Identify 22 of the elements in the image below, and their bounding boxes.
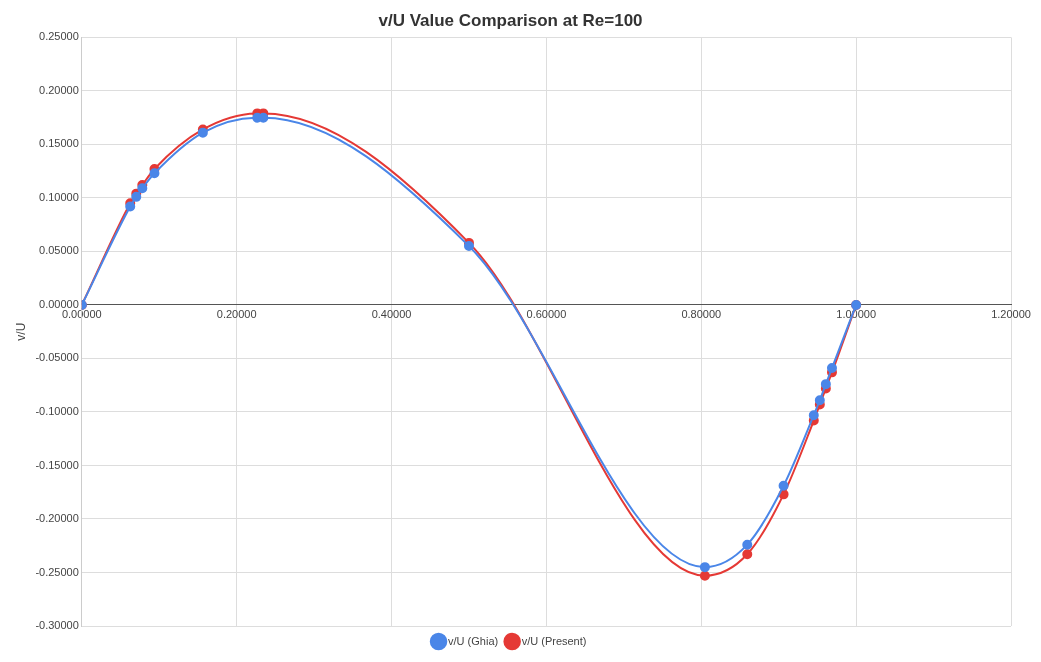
chart-title: v/U Value Comparison at Re=100 [378, 10, 643, 30]
y-tick-label: 0.25000 [39, 30, 79, 43]
x-tick-label: 0.40000 [371, 307, 412, 320]
y-tick-label: -0.30000 [35, 619, 79, 632]
x-tick-label: 0.20000 [216, 307, 257, 320]
y-tick-label: -0.20000 [35, 512, 79, 525]
y-axis-title: v/U [13, 322, 28, 341]
y-tick-label: 0.20000 [39, 83, 79, 96]
y-tick-label: -0.10000 [35, 404, 79, 417]
y-tick-label: -0.15000 [35, 458, 79, 471]
y-tick-label: -0.25000 [35, 565, 79, 578]
x-tick-label: 1.20000 [991, 307, 1031, 320]
y-tick-label: 0.10000 [39, 190, 79, 203]
x-tick-label: 0.60000 [526, 307, 567, 320]
y-tick-label: 0.15000 [39, 137, 79, 150]
y-tick-label: -0.05000 [35, 351, 79, 364]
x-tick-label: 0.00000 [61, 307, 102, 320]
legend-label: v/U (Ghia) [448, 634, 499, 647]
y-tick-label: 0.00000 [39, 297, 79, 310]
legend-label: v/U (Present) [521, 634, 587, 647]
y-tick-label: 0.05000 [39, 244, 79, 257]
x-tick-label: 0.80000 [681, 307, 722, 320]
